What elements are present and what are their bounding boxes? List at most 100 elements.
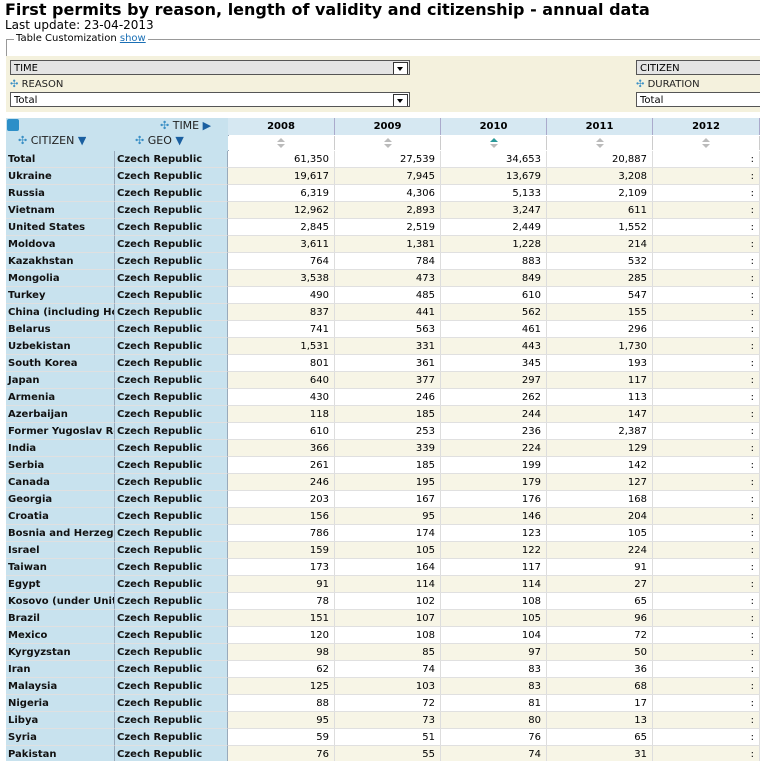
row-header-cell: Czech Republic [115, 389, 228, 406]
data-cell: : [653, 593, 760, 610]
data-cell: 74 [441, 746, 547, 761]
data-cell: 246 [228, 474, 335, 491]
data-cell: 1,381 [335, 236, 441, 253]
data-cell: 114 [441, 576, 547, 593]
row-header-cell: Former Yugoslav Repu [6, 423, 115, 440]
data-cell: 105 [547, 525, 653, 542]
row-header-cell: Israel [6, 542, 115, 559]
data-cell: 1,552 [547, 219, 653, 236]
row-header-cell: Czech Republic [115, 491, 228, 508]
data-cell: : [653, 389, 760, 406]
data-cell: : [653, 372, 760, 389]
row-header-cell: Croatia [6, 508, 115, 525]
row-dim-header[interactable]: ✣ GEO ▼ [135, 134, 184, 147]
data-cell: : [653, 576, 760, 593]
row-header-cell: Czech Republic [115, 236, 228, 253]
data-cell: 2,519 [335, 219, 441, 236]
data-cell: 253 [335, 423, 441, 440]
data-cell: 285 [547, 270, 653, 287]
year-header: 2011 [547, 118, 653, 135]
data-cell: 1,531 [228, 338, 335, 355]
row-header-cell: Czech Republic [115, 542, 228, 559]
time-select[interactable]: TIME [10, 60, 410, 75]
row-header-cell: Bosnia and Herzegovin [6, 525, 115, 542]
row-header-cell: Total [6, 151, 115, 168]
sort-arrows[interactable] [653, 136, 760, 150]
data-cell: 19,617 [228, 168, 335, 185]
row-header-cell: Syria [6, 729, 115, 746]
data-cell: 91 [547, 559, 653, 576]
row-header-cell: Czech Republic [115, 270, 228, 287]
data-cell: 176 [441, 491, 547, 508]
data-cell: 849 [441, 270, 547, 287]
row-header-cell: Czech Republic [115, 185, 228, 202]
row-header-cell: Czech Republic [115, 338, 228, 355]
table-icon[interactable] [7, 119, 19, 131]
data-cell: 236 [441, 423, 547, 440]
data-cell: 2,109 [547, 185, 653, 202]
row-header-cell: Taiwan [6, 559, 115, 576]
data-cell: 104 [441, 627, 547, 644]
sort-arrows[interactable] [228, 136, 335, 150]
show-link[interactable]: show [119, 33, 146, 44]
col-dim-header[interactable]: ✣ TIME ▶ [160, 119, 212, 132]
data-cell: 127 [547, 474, 653, 491]
data-cell: 164 [335, 559, 441, 576]
data-cell: 155 [547, 304, 653, 321]
row-header-cell: Czech Republic [115, 202, 228, 219]
data-cell: 297 [441, 372, 547, 389]
citizen-select[interactable]: CITIZEN [636, 60, 760, 75]
data-cell: 103 [335, 678, 441, 695]
row-header-cell: Vietnam [6, 202, 115, 219]
data-cell: 83 [441, 678, 547, 695]
data-cell: 490 [228, 287, 335, 304]
page-title: First permits by reason, length of valid… [5, 0, 650, 19]
data-cell: 563 [335, 321, 441, 338]
data-cell: 1,228 [441, 236, 547, 253]
data-cell: 55 [335, 746, 441, 761]
row-header-cell: Kyrgyzstan [6, 644, 115, 661]
data-cell: : [653, 270, 760, 287]
sort-arrows[interactable] [547, 136, 653, 150]
data-cell: 83 [441, 661, 547, 678]
data-cell: 62 [228, 661, 335, 678]
data-cell: 741 [228, 321, 335, 338]
data-cell: 174 [335, 525, 441, 542]
data-cell: : [653, 712, 760, 729]
data-cell: 117 [441, 559, 547, 576]
data-cell: : [653, 678, 760, 695]
data-cell: 72 [335, 695, 441, 712]
row-header-cell: Libya [6, 712, 115, 729]
row-header-cell: China (including Hong [6, 304, 115, 321]
data-cell: : [653, 508, 760, 525]
data-cell: 610 [228, 423, 335, 440]
data-cell: 3,247 [441, 202, 547, 219]
row-header-cell: Serbia [6, 457, 115, 474]
data-cell: 837 [228, 304, 335, 321]
sort-arrows[interactable] [441, 136, 547, 150]
data-cell: 3,538 [228, 270, 335, 287]
data-cell: 51 [335, 729, 441, 746]
row-header-cell: India [6, 440, 115, 457]
data-cell: 95 [228, 712, 335, 729]
legend-text: Table Customization [16, 33, 117, 44]
sort-arrows[interactable] [335, 136, 441, 150]
data-cell: 173 [228, 559, 335, 576]
reason-select[interactable]: Total [10, 92, 410, 107]
data-cell: 443 [441, 338, 547, 355]
data-cell: 108 [441, 593, 547, 610]
duration-value: Total [640, 95, 664, 106]
row-header-cell: Georgia [6, 491, 115, 508]
row-header-cell: Czech Republic [115, 678, 228, 695]
row-header-cell: Czech Republic [115, 627, 228, 644]
row-dim-header[interactable]: ✣ CITIZEN ▼ [18, 134, 87, 147]
data-cell: 34,653 [441, 151, 547, 168]
data-cell: : [653, 491, 760, 508]
data-cell: 96 [547, 610, 653, 627]
data-cell: 105 [335, 542, 441, 559]
row-header-cell: Ukraine [6, 168, 115, 185]
data-cell: 13,679 [441, 168, 547, 185]
duration-select[interactable]: Total [636, 92, 760, 107]
data-cell: 168 [547, 491, 653, 508]
data-cell: : [653, 440, 760, 457]
